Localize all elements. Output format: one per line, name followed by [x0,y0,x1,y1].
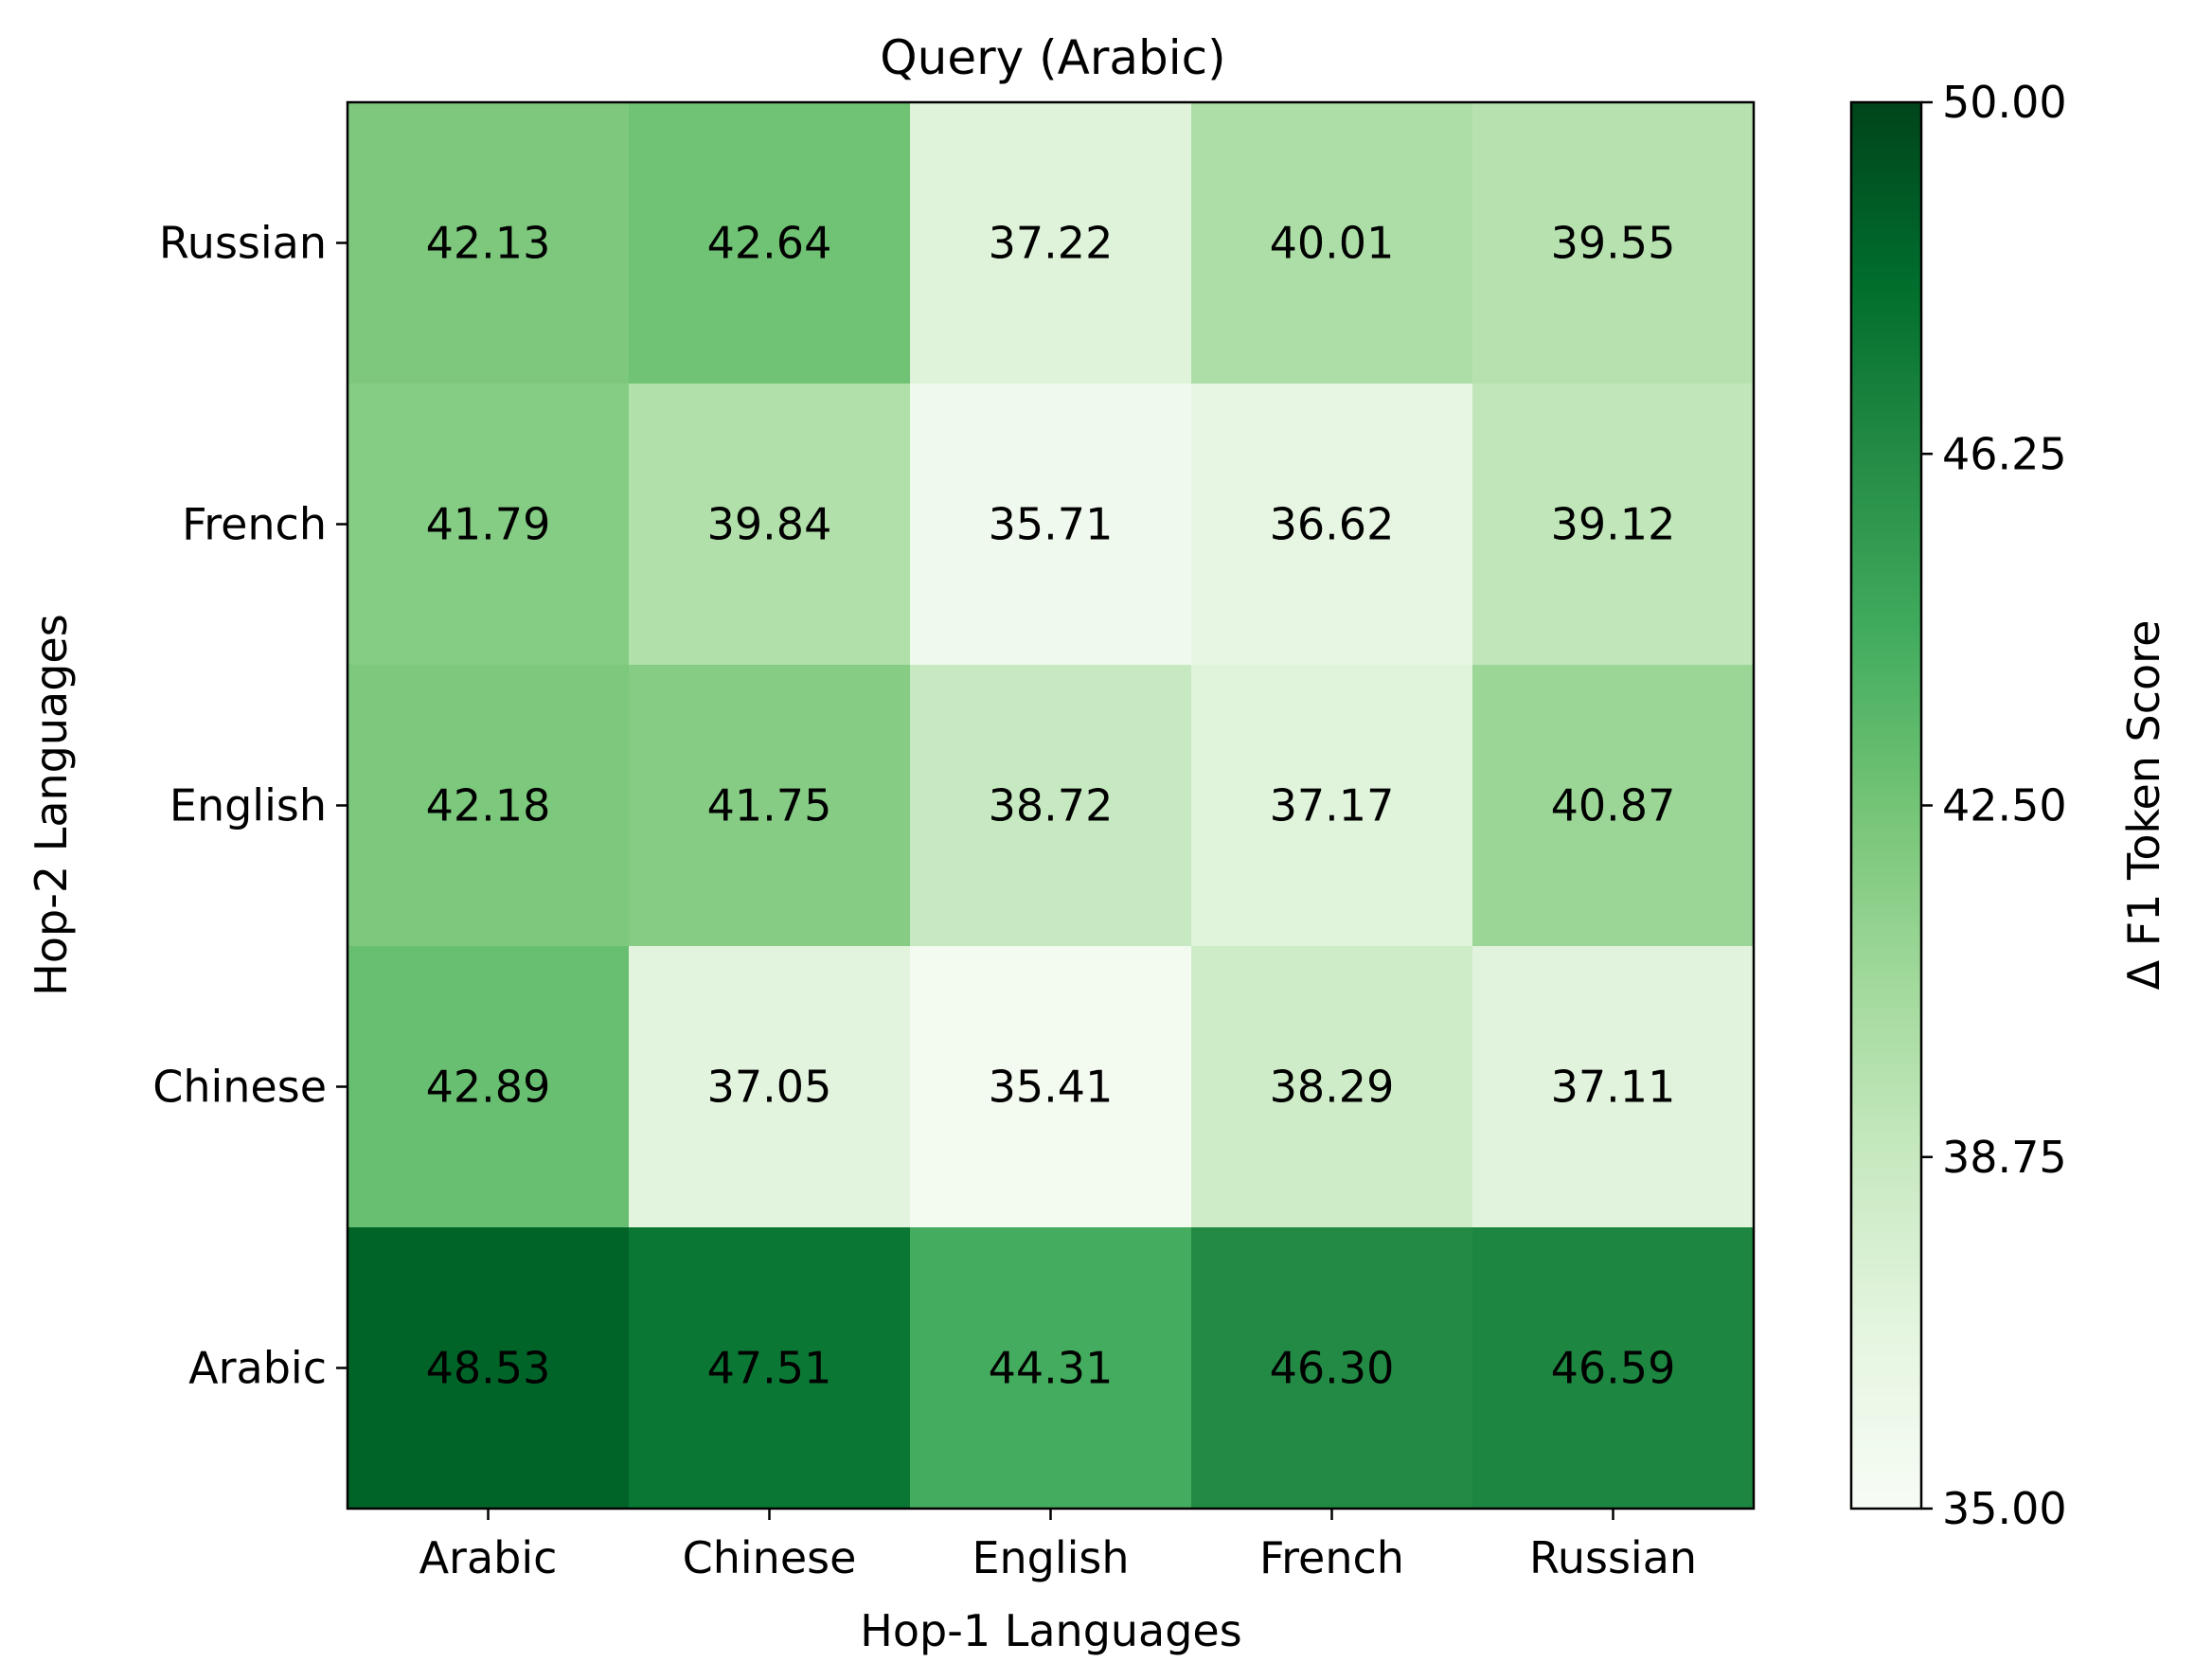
y-tick-label: French [182,499,327,550]
y-tick-label: Chinese [152,1062,327,1113]
colorbar [1849,100,1923,1510]
heatmap-cell [1472,665,1755,947]
cell-value-label: 37.11 [1551,1062,1676,1113]
y-tick-label: Russian [159,218,327,269]
heatmap-cell [1191,946,1473,1228]
cell-value-label: 40.87 [1551,780,1676,831]
cell-value-label: 35.41 [989,1062,1114,1113]
x-tick-label: Russian [1529,1532,1697,1583]
heatmap-cell [629,946,911,1228]
colorbar-tick-label: 50.00 [1942,77,2067,128]
cell-value-label: 38.72 [989,780,1114,831]
cell-value-label: 41.79 [426,499,551,550]
heatmap-cell [629,384,911,666]
y-axis-label: Hop-2 Languages [26,614,77,995]
cell-value-label: 39.12 [1551,499,1676,550]
cell-value-label: 38.29 [1270,1062,1395,1113]
x-tick-label: Arabic [419,1532,558,1583]
cell-value-label: 42.13 [426,218,551,269]
colorbar-label: Δ F1 Token Score [2118,620,2169,991]
heatmap-cell [1472,102,1755,384]
x-tick-label: Chinese [683,1532,857,1583]
heatmap-cell [348,1227,630,1510]
heatmap-cell [1191,665,1473,947]
y-tick-label: Arabic [188,1343,327,1394]
colorbar-ticks: 35.00 38.75 42.50 46.25 50.00 [1921,77,2067,1534]
cell-value-label: 46.30 [1270,1343,1395,1394]
heatmap-cell [1191,1227,1473,1510]
cell-value-label: 41.75 [707,780,832,831]
heatmap-cell [910,384,1192,666]
x-axis-label: Hop-1 Languages [860,1605,1241,1656]
heatmap-cell [348,665,630,947]
colorbar-tick-label: 46.25 [1942,428,2067,479]
cell-value-label: 35.71 [989,499,1114,550]
cell-value-label: 42.18 [426,780,551,831]
heatmap-value-labels: 42.13 42.64 37.22 40.01 39.55 41.79 39.84 35.71… [426,218,1676,1394]
colorbar-tick-label: 42.50 [1942,780,2067,831]
heatmap-cell [910,1227,1192,1510]
cell-value-label: 37.17 [1270,780,1395,831]
heatmap-cell [1191,384,1473,666]
heatmap-cell [1472,946,1755,1228]
heatmap-cell [348,946,630,1228]
heatmap-cell [1191,102,1473,384]
y-axis-ticks: Russian French English Chinese Arabic [152,218,348,1394]
x-tick-label: French [1259,1532,1404,1583]
heatmap-cell [910,102,1192,384]
cell-value-label: 48.53 [426,1343,551,1394]
cell-value-label: 40.01 [1270,218,1395,269]
x-tick-label: English [972,1532,1129,1583]
heatmap-cell [1472,1227,1755,1510]
heatmap-cell [1472,384,1755,666]
heatmap-cell [629,102,911,384]
cell-value-label: 46.59 [1551,1343,1676,1394]
heatmap-cell [348,384,630,666]
cell-value-label: 37.22 [989,218,1114,269]
heatmap-cell [629,665,911,947]
cell-value-label: 39.55 [1551,218,1676,269]
y-tick-label: English [169,780,327,831]
colorbar-tick-label: 38.75 [1942,1132,2067,1183]
cell-value-label: 44.31 [989,1343,1114,1394]
heatmap-cell [348,102,630,384]
cell-value-label: 39.84 [707,499,832,550]
heatmap-cell [910,665,1192,947]
heatmap-cell [629,1227,911,1510]
colorbar-tick-label: 35.00 [1942,1483,2067,1534]
cell-value-label: 42.89 [426,1062,551,1113]
cell-value-label: 37.05 [707,1062,832,1113]
x-axis-ticks: Arabic Chinese English French Russian [419,1509,1697,1583]
heatmap-cells [348,102,1755,1510]
heatmap-cell [910,946,1192,1228]
cell-value-label: 36.62 [1270,499,1395,550]
chart-title: Query (Arabic) [880,30,1225,85]
cell-value-label: 47.51 [707,1343,832,1394]
cell-value-label: 42.64 [707,218,832,269]
